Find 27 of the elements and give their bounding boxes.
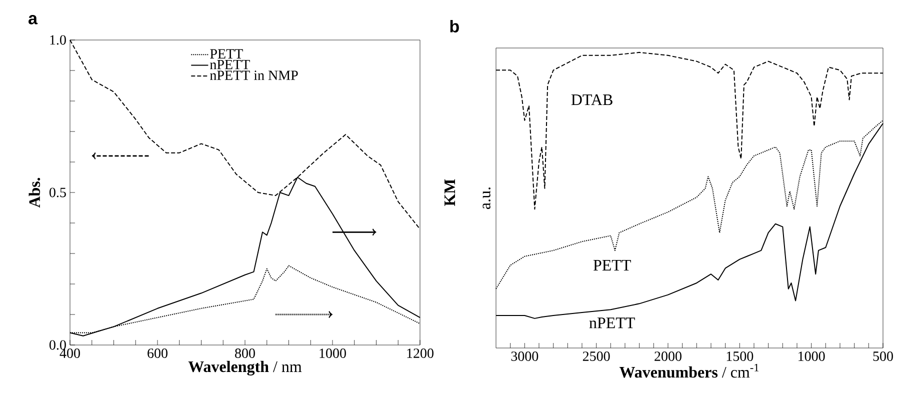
x-tick-label: 800	[235, 348, 255, 358]
x-axis-title: Wavenumbers / cm$^{-1}$	[619, 364, 759, 378]
y2-axis-title: KM	[444, 179, 456, 206]
x-tick-label: 1500	[726, 352, 754, 361]
y-tick-label: 1.0	[50, 35, 66, 45]
x-tick-label: 1000	[798, 352, 825, 361]
legend-label: PETT	[210, 49, 243, 58]
chart-title: a	[28, 15, 38, 24]
x-tick-label: 400	[60, 348, 80, 358]
y-axis-title: Abs.	[28, 178, 40, 208]
x-tick-label: 2000	[654, 352, 682, 361]
legend-label: nPETT	[210, 60, 250, 70]
x-tick-label: 2500	[582, 352, 610, 361]
chart-title: b	[450, 20, 459, 32]
y-tick-label: 0.0	[50, 340, 66, 350]
y-axis-title: a.u.	[482, 188, 490, 209]
series-label: DTAB	[571, 94, 612, 106]
x-tick-label: 1200	[407, 348, 434, 358]
series-label: nPETT	[589, 318, 635, 328]
x-tick-label: 600	[148, 348, 168, 358]
x-tick-label: 1000	[320, 348, 346, 358]
x-tick-label: 500	[873, 352, 893, 361]
y-tick-label: 0.5	[50, 188, 66, 198]
legend-label: nPETT in NMP	[210, 70, 298, 80]
x-axis-title: Wavelength / nm	[188, 360, 302, 376]
x-tick-label: 3000	[511, 352, 538, 361]
series-label: PETT	[593, 260, 631, 270]
